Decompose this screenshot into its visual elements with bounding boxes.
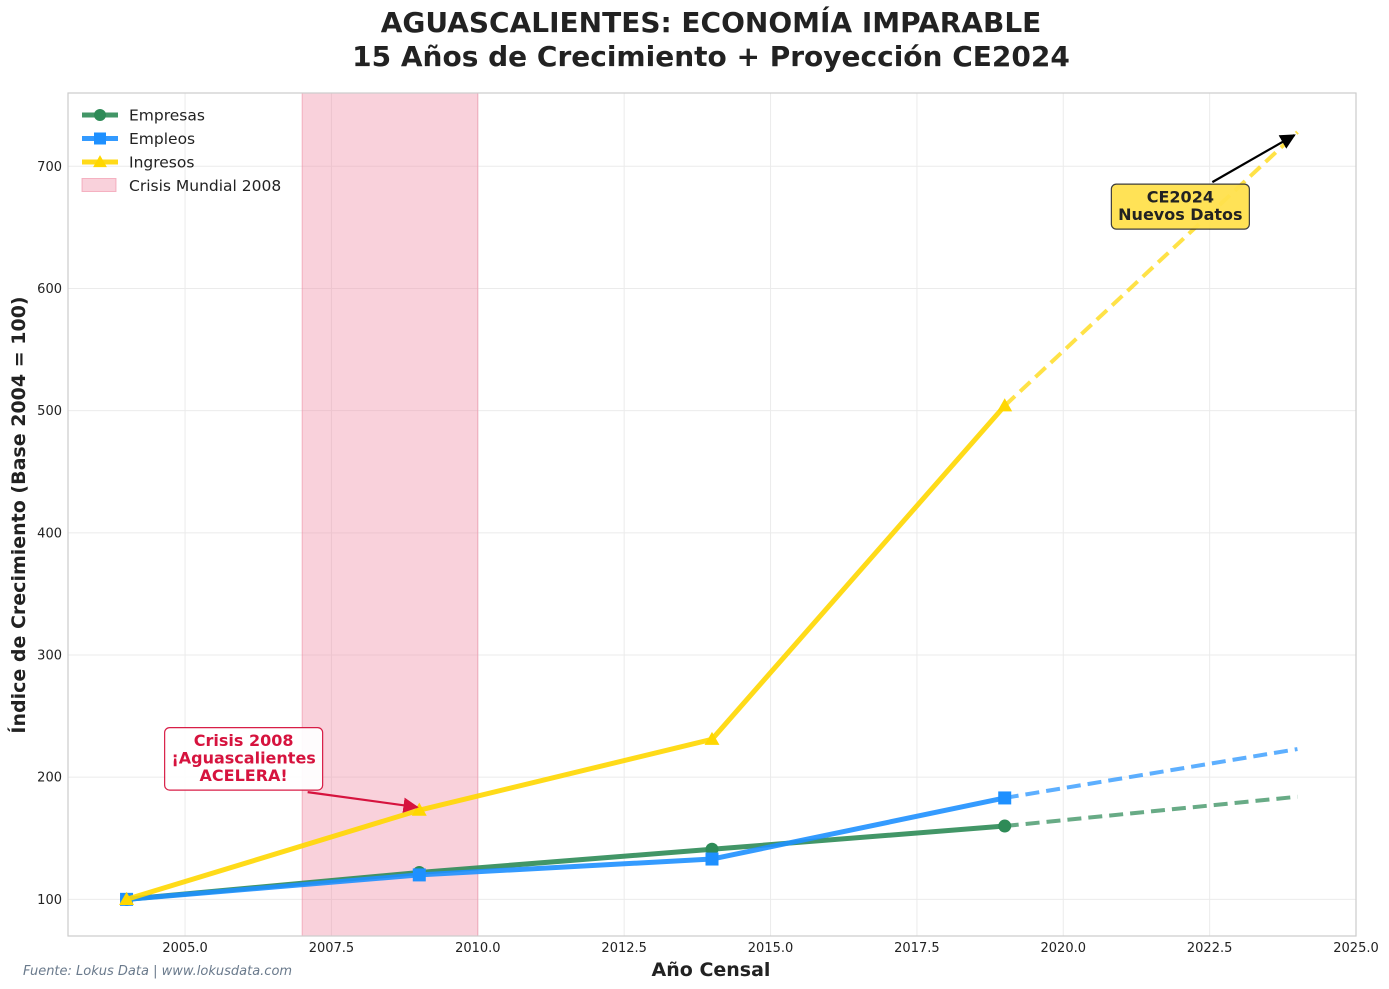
data-point: [119, 891, 135, 905]
legend-item-empresas: Empresas: [82, 107, 205, 125]
legend-swatch: [81, 178, 117, 192]
x-tick-label: 2007.5: [309, 941, 355, 956]
chart-title-line-1: AGUASCALIENTES: ECONOMÍA IMPARABLE: [381, 5, 1042, 39]
annotation-text-line: CE2024: [1147, 188, 1214, 207]
chart-title-line-2: 15 Años de Crecimiento + Proyección CE20…: [352, 40, 1070, 73]
series-line: [125, 404, 1007, 902]
legend-marker: [94, 109, 106, 121]
y-tick-label: 500: [37, 404, 62, 419]
projection-line: [1004, 747, 1298, 800]
source-note: Fuente: Lokus Data | www.lokusdata.com: [23, 964, 292, 979]
data-point: [412, 868, 426, 882]
data-point: [998, 819, 1012, 833]
annotation-arrow: [307, 791, 419, 813]
legend-marker: [93, 155, 107, 168]
y-tick-label: 100: [37, 893, 62, 908]
legend-label: Empresas: [129, 107, 205, 125]
crisis-band: [301, 92, 479, 937]
x-tick-label: 2005.0: [162, 941, 208, 956]
x-tick-label: 2015.0: [748, 941, 794, 956]
annotation-box: [1110, 183, 1250, 230]
x-tick-label: 2022.5: [1187, 941, 1233, 956]
legend-marker: [94, 132, 106, 145]
plot-background: [68, 93, 1356, 936]
x-tick-label: 2012.5: [601, 941, 647, 956]
data-point: [704, 731, 720, 745]
x-tick-label: 2017.5: [894, 941, 940, 956]
x-tick-label: 2010.0: [455, 941, 501, 956]
legend-label: Empleos: [129, 130, 195, 148]
y-tick-label: 400: [37, 526, 62, 541]
projection-line: [1004, 794, 1298, 829]
x-axis-label: Año Censal: [652, 959, 771, 981]
y-tick-label: 700: [37, 160, 62, 175]
data-point: [705, 852, 719, 866]
annotation-text-line: Nuevos Datos: [1118, 205, 1242, 224]
plot-frame: [67, 92, 1357, 937]
legend-item-crisis-mundial-2008: Crisis Mundial 2008: [81, 177, 281, 195]
tick-labels: 2005.0 2007.5 2010.0 2012.5 2015.0 2017.5 2020…: [37, 160, 1379, 956]
x-tick-label: 2025.0: [1333, 941, 1379, 956]
annotation-text-line: ACELERA!: [200, 766, 288, 785]
x-tick-label: 2020.0: [1041, 941, 1087, 956]
legend-item-ingresos: Ingresos: [82, 154, 194, 172]
data-point: [998, 791, 1012, 805]
series-line: [126, 795, 1006, 902]
y-axis-label: Índice de Crecimiento (Base 2004 = 100): [7, 296, 30, 733]
annotation-box: [164, 726, 324, 791]
y-tick-label: 300: [37, 649, 62, 664]
y-tick-label: 600: [37, 282, 62, 297]
y-tick-label: 200: [37, 771, 62, 786]
annotation-text-line: ¡Aguascalientes: [171, 749, 315, 768]
annotation-arrow: [1211, 134, 1296, 184]
legend-label: Ingresos: [129, 154, 194, 172]
legend-item-empleos: Empleos: [82, 130, 195, 148]
annotation-text-line: Crisis 2008: [194, 731, 294, 750]
data-point: [705, 842, 719, 856]
legend: Empresas Empleos Ingresos Crisis Mundial 20…: [81, 107, 281, 195]
legend-label: Crisis Mundial 2008: [129, 177, 281, 195]
crisis-shaded-region: [301, 92, 479, 937]
data-point: [997, 398, 1013, 412]
projection-line: [1003, 130, 1299, 408]
